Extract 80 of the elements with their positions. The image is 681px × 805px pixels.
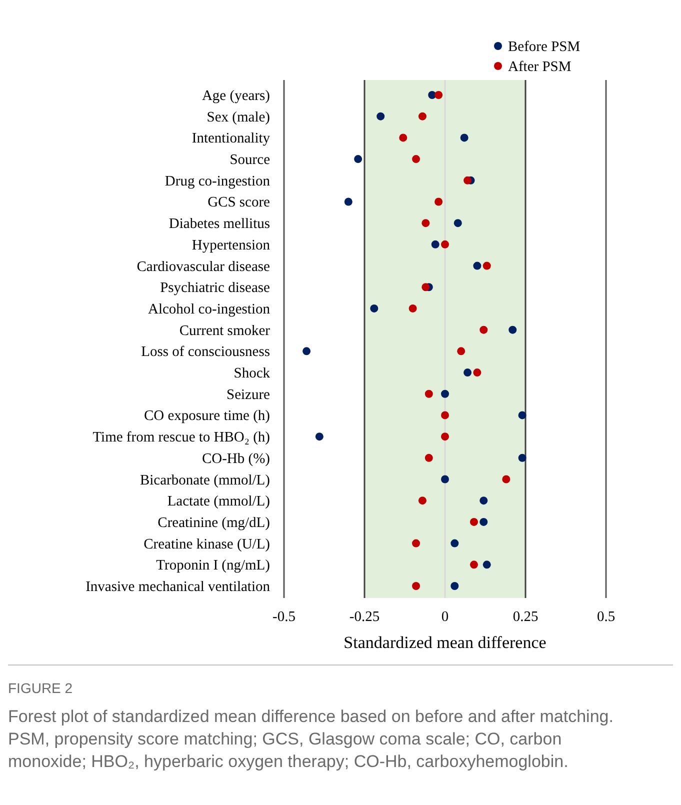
legend-label: After PSM — [508, 59, 572, 75]
y-tick-label: Diabetes mellitus — [168, 216, 270, 232]
y-tick-label: Seizure — [226, 386, 270, 403]
point — [508, 326, 517, 334]
point — [418, 112, 426, 120]
point — [464, 176, 472, 184]
y-tick-label: GCS score — [208, 194, 270, 211]
y-tick-label: Drug co-ingestion — [164, 173, 271, 190]
point — [470, 518, 478, 526]
y-tick-label: Creatine kinase (U/L) — [144, 536, 270, 552]
point — [518, 411, 526, 420]
x-tick-label: 0.25 — [512, 609, 538, 625]
x-axis-title: Standardized mean difference — [344, 633, 546, 652]
point — [473, 368, 482, 377]
y-tick-label: Invasive mechanical ventilation — [86, 579, 271, 595]
point — [422, 283, 430, 292]
y-tick-label: Lactate (mmol/L) — [167, 494, 270, 510]
point — [428, 91, 436, 99]
y-tick-label: Cardiovascular disease — [136, 258, 270, 275]
y-tick-label: CO exposure time (h) — [144, 408, 270, 424]
y-tick-label: Source — [230, 152, 270, 168]
text: Forest plot of standardized mean difference based on before and after matching. PSM, propensity score matching; GCS, Glasgow coma scale; CO, carbon monoxide; HBO₂, hyperbaric oxygen therapy; CO-Hb, carboxyhemoglobin. — [8, 707, 614, 771]
point — [370, 304, 378, 312]
point — [422, 219, 430, 228]
point — [424, 454, 433, 462]
point — [457, 347, 466, 356]
caption: FIGURE 2 — [8, 680, 73, 696]
point — [464, 368, 472, 377]
x-tick-label: 0 — [441, 609, 449, 625]
y-tick-label: Time from rescue to HBO₂ (h) — [92, 430, 270, 446]
y-tick-label: Loss of consciousness — [141, 344, 270, 360]
point — [315, 432, 324, 441]
point — [518, 454, 526, 462]
y-tick-label: Sex (male) — [206, 109, 270, 126]
point — [441, 240, 449, 248]
y-tick-label: Age (years) — [202, 88, 270, 104]
point — [412, 155, 420, 164]
point — [376, 112, 385, 120]
legend-label: Before PSM — [508, 39, 580, 55]
point — [450, 539, 459, 548]
y-tick-label: Shock — [234, 366, 271, 382]
point — [408, 304, 417, 312]
point — [460, 134, 468, 142]
y-tick-label: Troponin I (ng/mL) — [156, 558, 270, 574]
point — [412, 582, 420, 590]
point — [434, 198, 443, 206]
point — [473, 262, 482, 270]
point — [354, 155, 362, 164]
point — [441, 475, 449, 484]
point — [344, 198, 352, 206]
point — [480, 496, 488, 505]
point — [412, 539, 420, 548]
y-tick-label: Current smoker — [179, 322, 270, 339]
y-tick-label: Intentionality — [192, 130, 271, 147]
point — [441, 411, 449, 420]
y-tick-label: Alcohol co-ingestion — [148, 301, 271, 318]
point — [450, 582, 459, 590]
point — [441, 432, 449, 441]
x-tick-label: -0.5 — [272, 609, 296, 625]
y-tick-label: Psychiatric disease — [160, 280, 270, 296]
point — [482, 560, 491, 569]
y-tick-label: Hypertension — [192, 237, 271, 254]
point — [480, 326, 488, 334]
y-tick-label: CO-Hb (%) — [202, 450, 270, 467]
point — [454, 219, 462, 228]
point — [502, 475, 510, 484]
point — [441, 390, 449, 398]
x-tick-label: 0.5 — [596, 609, 616, 625]
x-tick-label: -0.25 — [349, 609, 380, 625]
point — [418, 496, 426, 505]
point — [470, 560, 478, 569]
point — [431, 240, 440, 248]
point — [424, 390, 433, 398]
y-tick-label: Creatinine (mg/dL) — [158, 514, 270, 531]
point — [434, 91, 443, 99]
point — [482, 262, 491, 270]
y-tick-label: Bicarbonate (mmol/L) — [140, 472, 270, 488]
point — [480, 518, 488, 526]
point — [302, 347, 311, 356]
point — [399, 134, 408, 142]
